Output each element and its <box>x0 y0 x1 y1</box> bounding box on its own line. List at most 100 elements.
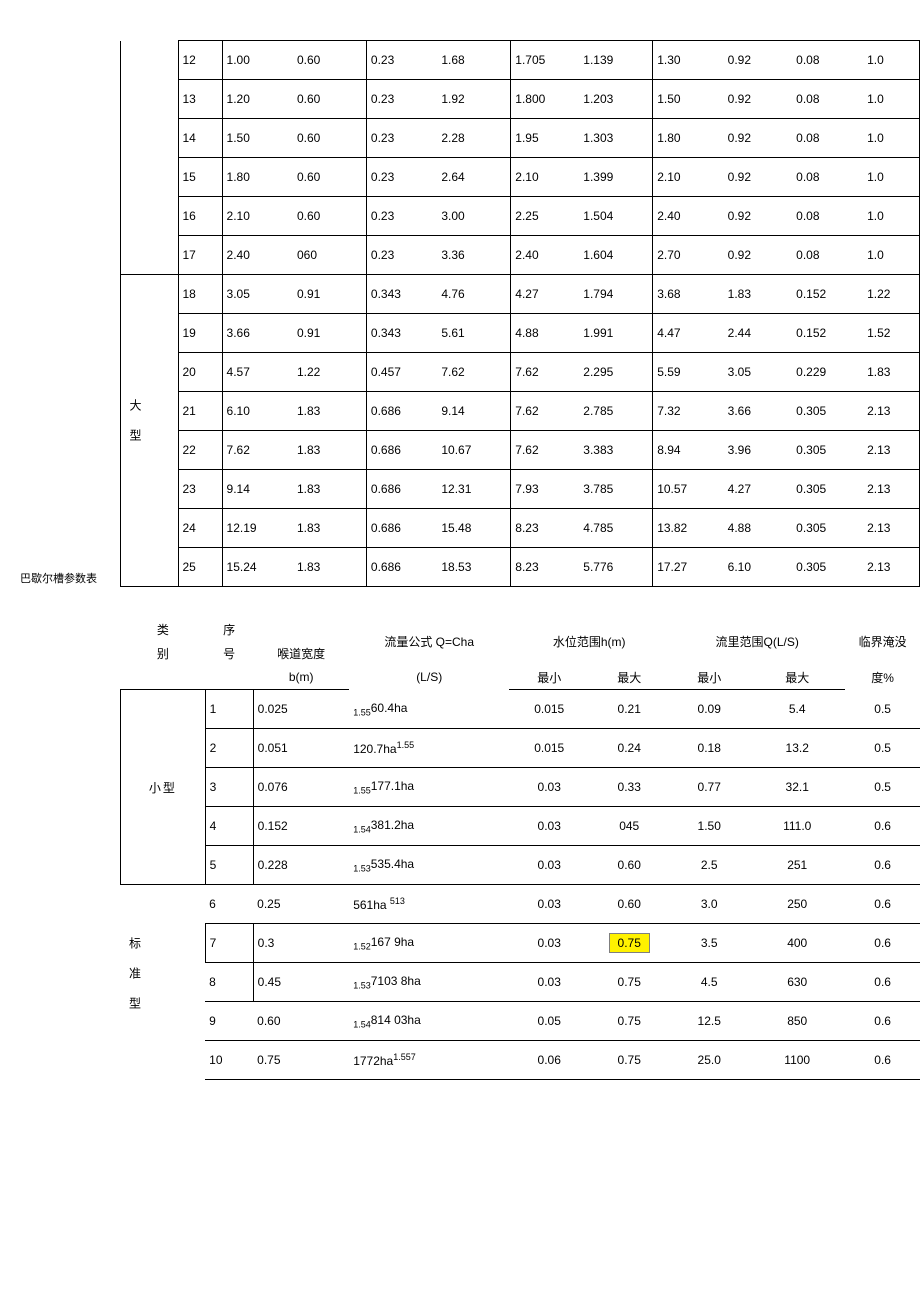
data-cell: 5.59 <box>653 353 724 392</box>
page: 巴歇尔槽参数表 121.000.600.231.681.7051.1391.30… <box>120 40 920 1080</box>
data-cell: 0.152 <box>792 275 863 314</box>
data-cell: 7.62 <box>437 353 510 392</box>
header-cell: 号 <box>205 641 253 665</box>
data-cell: 6 <box>205 885 253 924</box>
data-cell: 0.03 <box>509 807 589 846</box>
table-row: 20.051120.7ha1.550.0150.240.1813.20.5 <box>121 729 920 768</box>
data-cell: 0.076 <box>253 768 349 807</box>
data-cell: 6.10 <box>222 392 293 431</box>
data-cell: 1.80 <box>222 158 293 197</box>
data-cell: 0.305 <box>792 548 863 587</box>
data-cell: 0.75 <box>589 924 669 963</box>
data-cell: 1100 <box>749 1041 845 1080</box>
data-cell: 13 <box>178 80 222 119</box>
data-cell: 3.36 <box>437 236 510 275</box>
data-cell: 5.4 <box>749 690 845 729</box>
data-cell: 9.14 <box>437 392 510 431</box>
table-row: 151.800.600.232.642.101.3992.100.920.081… <box>121 158 920 197</box>
data-cell: 0.60 <box>293 119 366 158</box>
data-cell: 0.09 <box>669 690 749 729</box>
data-cell: 1.604 <box>579 236 652 275</box>
data-cell: 0.25 <box>253 885 349 924</box>
data-cell: 0.152 <box>792 314 863 353</box>
data-cell: 1.83 <box>293 548 366 587</box>
data-cell: 1.80 <box>653 119 724 158</box>
data-cell: 3.785 <box>579 470 652 509</box>
table-row: 162.100.600.233.002.251.5042.400.920.081… <box>121 197 920 236</box>
data-cell: 8 <box>205 963 253 1002</box>
data-cell: 1.00 <box>222 41 293 80</box>
data-cell: 4 <box>205 807 253 846</box>
data-cell: 0.152 <box>253 807 349 846</box>
data-cell: 0.45 <box>253 963 349 1002</box>
data-cell: 1.83 <box>293 431 366 470</box>
table-row: 100.751772ha1.5570.060.7525.011000.6 <box>121 1041 920 1080</box>
header-cell: 序 <box>205 617 253 641</box>
data-cell: 0.6 <box>845 924 920 963</box>
data-cell: 850 <box>749 1002 845 1041</box>
table-row: 90.601.54814 03ha0.050.7512.58500.6 <box>121 1002 920 1041</box>
data-cell: 1.30 <box>653 41 724 80</box>
data-cell: 561ha 513 <box>349 885 509 924</box>
data-cell: 0.23 <box>366 80 437 119</box>
header-cell: 度% <box>845 665 920 690</box>
data-cell: 0.60 <box>253 1002 349 1041</box>
data-cell: 0.92 <box>724 197 793 236</box>
data-cell: 5.61 <box>437 314 510 353</box>
data-cell: 0.686 <box>366 470 437 509</box>
data-cell: 120.7ha1.55 <box>349 729 509 768</box>
data-cell: 3.383 <box>579 431 652 470</box>
data-cell: 3 <box>205 768 253 807</box>
data-cell: 0.23 <box>366 197 437 236</box>
data-cell: 23 <box>178 470 222 509</box>
data-cell: 8.94 <box>653 431 724 470</box>
data-cell: 0.77 <box>669 768 749 807</box>
data-cell: 1.0 <box>863 41 919 80</box>
header-cell: 水位范围h(m) <box>509 617 669 665</box>
data-cell: 3.66 <box>724 392 793 431</box>
data-cell: 0.33 <box>589 768 669 807</box>
data-cell: 1.83 <box>724 275 793 314</box>
data-cell: 0.08 <box>792 236 863 275</box>
data-cell: 0.08 <box>792 80 863 119</box>
data-cell: 0.23 <box>366 158 437 197</box>
data-cell: 17 <box>178 236 222 275</box>
data-cell: 1.50 <box>669 807 749 846</box>
data-cell: 0.305 <box>792 392 863 431</box>
data-cell: 0.015 <box>509 690 589 729</box>
data-cell: 15 <box>178 158 222 197</box>
table-row: 标准型60.25561ha 5130.030.603.02500.6 <box>121 885 920 924</box>
data-cell: 060 <box>293 236 366 275</box>
data-cell: 0.686 <box>366 431 437 470</box>
data-cell: 7.62 <box>511 392 580 431</box>
table-row: 216.101.830.6869.147.622.7857.323.660.30… <box>121 392 920 431</box>
data-cell: 0.92 <box>724 41 793 80</box>
data-cell: 1.0 <box>863 158 919 197</box>
header-cell <box>121 665 206 690</box>
data-cell: 9.14 <box>222 470 293 509</box>
data-cell: 8.23 <box>511 509 580 548</box>
data-cell: 21 <box>178 392 222 431</box>
data-cell: 2.10 <box>653 158 724 197</box>
data-cell: 1.20 <box>222 80 293 119</box>
data-cell: 7.93 <box>511 470 580 509</box>
table-row: 2515.241.830.68618.538.235.77617.276.100… <box>121 548 920 587</box>
data-cell: 0.23 <box>366 236 437 275</box>
header-cell <box>253 617 349 641</box>
data-cell: 4.88 <box>724 509 793 548</box>
table-row: 2412.191.830.68615.488.234.78513.824.880… <box>121 509 920 548</box>
data-cell: 0.05 <box>509 1002 589 1041</box>
data-cell: 0.686 <box>366 392 437 431</box>
data-cell: 8.23 <box>511 548 580 587</box>
data-cell: 0.6 <box>845 1002 920 1041</box>
data-cell: 1.5560.4ha <box>349 690 509 729</box>
data-cell: 0.03 <box>509 963 589 1002</box>
data-cell: 1.83 <box>293 509 366 548</box>
data-cell: 2.40 <box>653 197 724 236</box>
data-cell: 0.23 <box>366 41 437 80</box>
data-cell: 5.776 <box>579 548 652 587</box>
data-cell: 0.305 <box>792 470 863 509</box>
category-cell: 标准型 <box>121 885 206 1080</box>
data-cell: 1.800 <box>511 80 580 119</box>
data-cell: 0.6 <box>845 963 920 1002</box>
